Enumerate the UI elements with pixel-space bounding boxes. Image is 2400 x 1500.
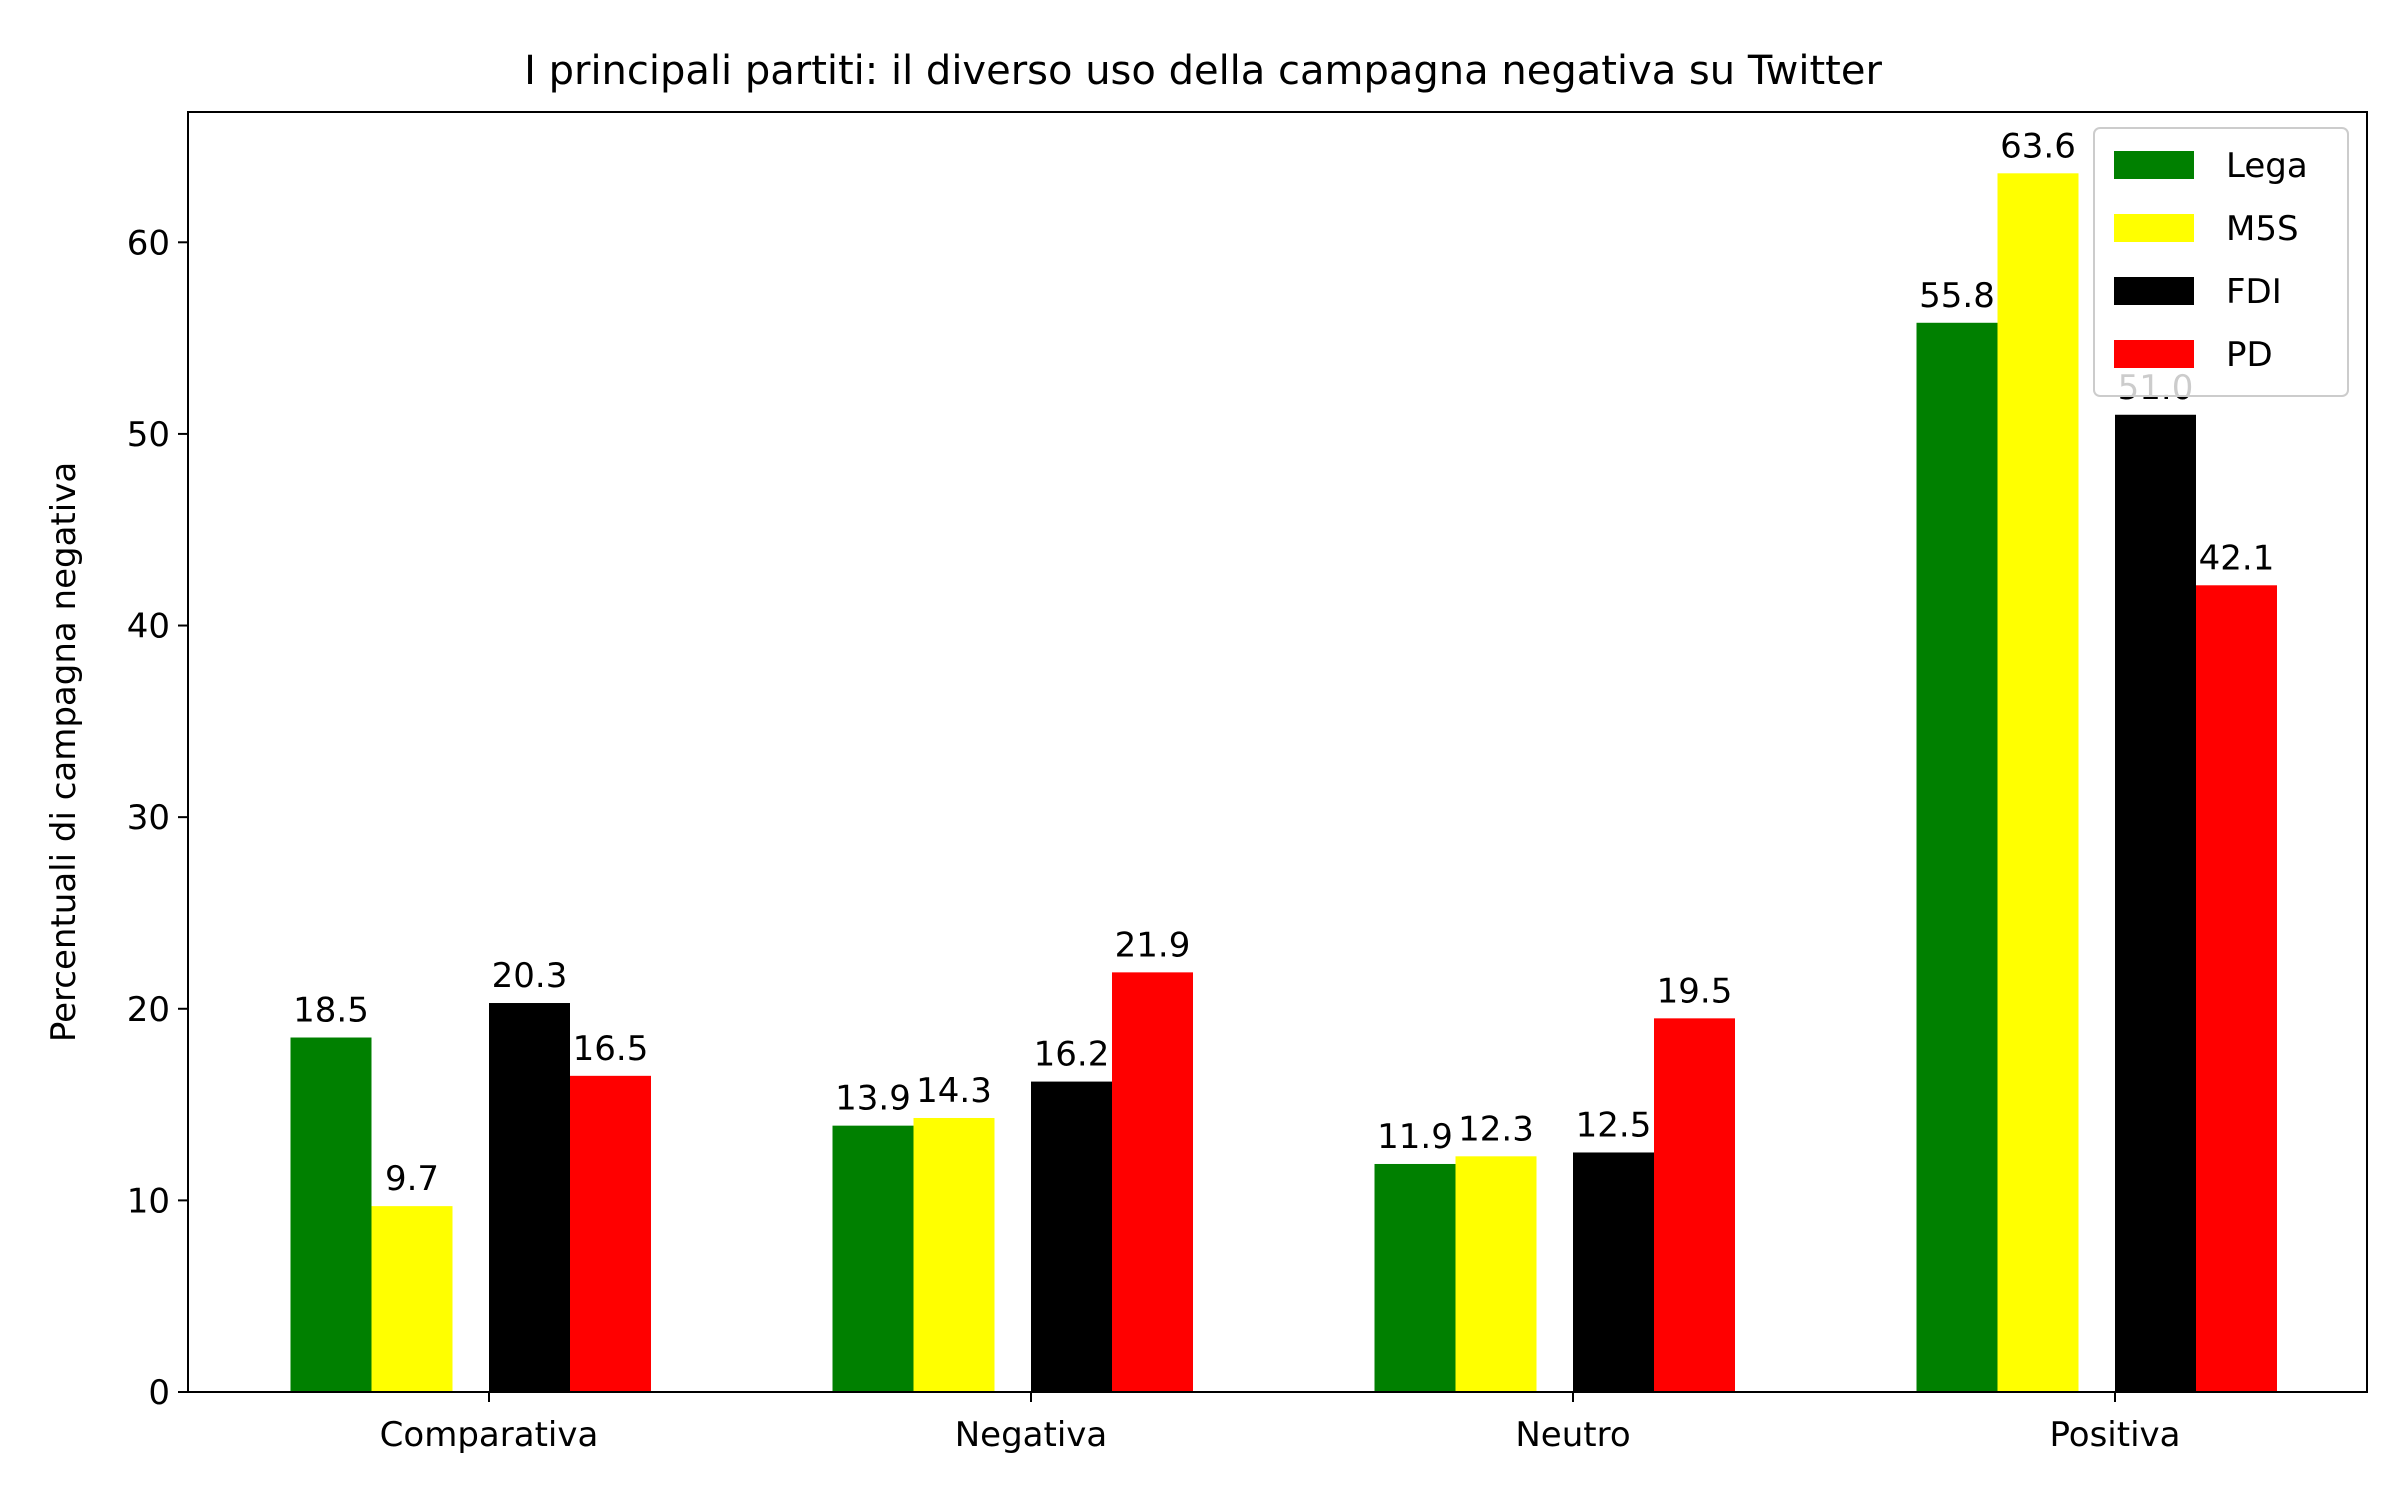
bar-fdi-comparativa [489,1003,570,1392]
bar-lega-positiva [1916,322,1998,1392]
y-tick-label-50: 50 [127,415,170,455]
bar-lega-neutro [1374,1163,1456,1392]
value-label-fdi-neutro: 12.5 [1576,1105,1652,1145]
bars-layer [290,173,2277,1392]
bar-pd-positiva [2196,585,2277,1392]
bar-fdi-positiva [2115,414,2196,1392]
chart-title: I principali partiti: il diverso uso del… [524,48,1882,94]
bar-m5s-comparativa [371,1206,453,1392]
bar-m5s-negativa [913,1117,995,1392]
bar-lega-comparativa [290,1037,372,1392]
value-label-pd-negativa: 21.9 [1115,925,1191,965]
legend-label-fdi: FDI [2226,272,2282,312]
y-tick-label-0: 0 [148,1373,170,1413]
legend-swatch-pd [2114,340,2194,368]
plot-frame [187,111,2368,1393]
value-label-m5s-comparativa: 9.7 [385,1159,439,1199]
bar-pd-negativa [1112,972,1193,1392]
x-tick-label-comparativa: Comparativa [380,1415,599,1455]
value-label-m5s-positiva: 63.6 [2000,126,2076,166]
legend-label-lega: Lega [2226,146,2308,186]
value-label-lega-positiva: 55.8 [1919,276,1995,316]
y-tick-label-20: 20 [127,990,170,1030]
legend-box [2093,127,2349,397]
bar-lega-negativa [832,1125,914,1392]
bar-m5s-positiva [1997,173,2079,1392]
legend-label-m5s: M5S [2226,209,2299,249]
y-axis-label: Percentuali di campagna negativa [44,462,84,1042]
value-label-lega-negativa: 13.9 [835,1079,911,1119]
x-tick-label-positiva: Positiva [2050,1415,2181,1455]
bar-fdi-negativa [1031,1081,1112,1392]
y-tick-label-60: 60 [127,223,170,263]
y-tick-label-10: 10 [127,1181,170,1221]
legend-label-pd: PD [2226,335,2273,375]
value-label-m5s-negativa: 14.3 [916,1071,992,1111]
value-label-lega-comparativa: 18.5 [293,991,369,1031]
bar-pd-neutro [1654,1018,1735,1392]
bar-pd-comparativa [570,1075,651,1392]
value-label-pd-neutro: 19.5 [1657,971,1733,1011]
bar-m5s-neutro [1455,1156,1537,1392]
legend-swatch-m5s [2114,214,2194,242]
value-label-lega-neutro: 11.9 [1377,1117,1453,1157]
legend: Lega M5S FDI PD [2093,127,2349,397]
value-label-pd-positiva: 42.1 [2199,538,2275,578]
value-label-m5s-neutro: 12.3 [1458,1109,1534,1149]
value-label-fdi-comparativa: 20.3 [492,956,568,996]
y-tick-label-40: 40 [127,607,170,647]
legend-swatch-lega [2114,151,2194,179]
legend-swatch-fdi [2114,277,2194,305]
bar-fdi-neutro [1573,1152,1654,1392]
x-tick-label-neutro: Neutro [1515,1415,1630,1455]
x-tick-label-negativa: Negativa [955,1415,1108,1455]
value-label-pd-comparativa: 16.5 [573,1029,649,1069]
y-tick-label-30: 30 [127,798,170,838]
axes-layer: 0 10 20 30 40 50 60 Comparativa Negativa Neutro Po… [127,111,2368,1455]
value-label-fdi-negativa: 16.2 [1034,1035,1110,1075]
